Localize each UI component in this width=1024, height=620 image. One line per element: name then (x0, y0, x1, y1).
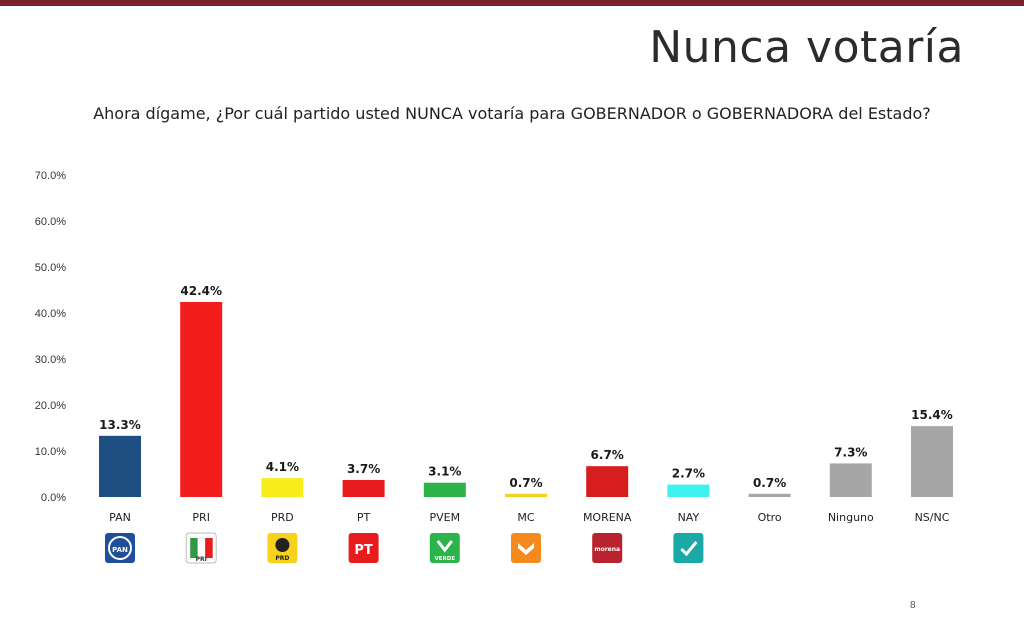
data-label: 6.7% (591, 448, 624, 462)
data-label: 0.7% (753, 476, 786, 490)
bar-pvem (423, 482, 466, 497)
bar-pan (99, 435, 141, 497)
y-tick-label: 10.0% (35, 446, 66, 458)
y-tick-label: 20.0% (35, 400, 66, 412)
page-number: 8 (910, 600, 916, 611)
logo-text: PT (354, 543, 373, 558)
category-label: PAN (109, 511, 131, 524)
bar-prd (261, 478, 304, 497)
bar-ns-nc (911, 426, 953, 497)
bar-ninguno (829, 463, 872, 497)
pt-logo-icon: PT (348, 533, 379, 563)
data-label: 2.7% (672, 467, 705, 481)
logo-text: PAN (112, 546, 128, 554)
category-label: PVEM (429, 511, 460, 524)
y-tick-label: 0.0% (41, 492, 66, 504)
data-label: 13.3% (99, 418, 141, 432)
category-label: PRD (271, 511, 294, 524)
page-title: Nunca votaría (649, 22, 964, 73)
category-label: Otro (758, 511, 782, 524)
bar-mc (505, 493, 547, 497)
chart-question: Ahora dígame, ¿Por cuál partido usted NU… (93, 104, 931, 123)
logo-text: VERDE (435, 556, 456, 562)
y-tick-label: 30.0% (35, 354, 66, 366)
bar-otro (748, 493, 791, 497)
y-tick-label: 40.0% (35, 308, 66, 320)
logo-text: PRD (275, 555, 289, 562)
data-label: 42.4% (180, 284, 222, 298)
bar-morena (586, 466, 629, 497)
pri-logo-icon: PRI (185, 532, 217, 564)
category-label: Ninguno (828, 511, 874, 524)
y-tick-label: 50.0% (35, 262, 66, 274)
pvem-logo-icon: VERDE (429, 533, 460, 563)
bar-pri (180, 301, 223, 497)
top-accent-bar (0, 0, 1024, 6)
category-label: MORENA (583, 511, 632, 524)
category-label: NAY (678, 511, 700, 524)
logo-text: morena (594, 546, 620, 553)
data-label: 3.7% (347, 462, 380, 476)
data-label: 3.1% (428, 465, 461, 479)
prd-logo-icon: PRD (267, 533, 298, 563)
data-label: 15.4% (911, 408, 953, 422)
data-label: 4.1% (266, 460, 299, 474)
logo-text: PRI (196, 556, 207, 563)
category-label: NS/NC (915, 511, 950, 524)
category-label: PT (357, 511, 371, 524)
bar-pt (342, 479, 385, 497)
mc-logo-icon (511, 533, 541, 563)
category-label: MC (517, 511, 534, 524)
data-label: 7.3% (834, 445, 867, 459)
y-tick-label: 70.0% (35, 170, 66, 182)
morena-logo-icon: morena (592, 533, 623, 563)
data-label: 0.7% (509, 476, 542, 490)
category-label: PRI (192, 511, 210, 524)
y-tick-label: 60.0% (35, 216, 66, 228)
pan-logo-icon: PAN (105, 533, 135, 563)
bar-nay (667, 484, 710, 497)
nay-logo-icon (673, 533, 704, 563)
